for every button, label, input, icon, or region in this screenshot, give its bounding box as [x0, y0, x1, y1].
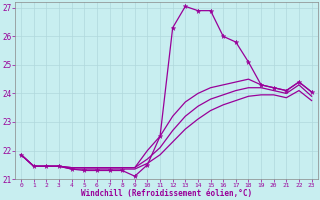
X-axis label: Windchill (Refroidissement éolien,°C): Windchill (Refroidissement éolien,°C) [81, 189, 252, 198]
